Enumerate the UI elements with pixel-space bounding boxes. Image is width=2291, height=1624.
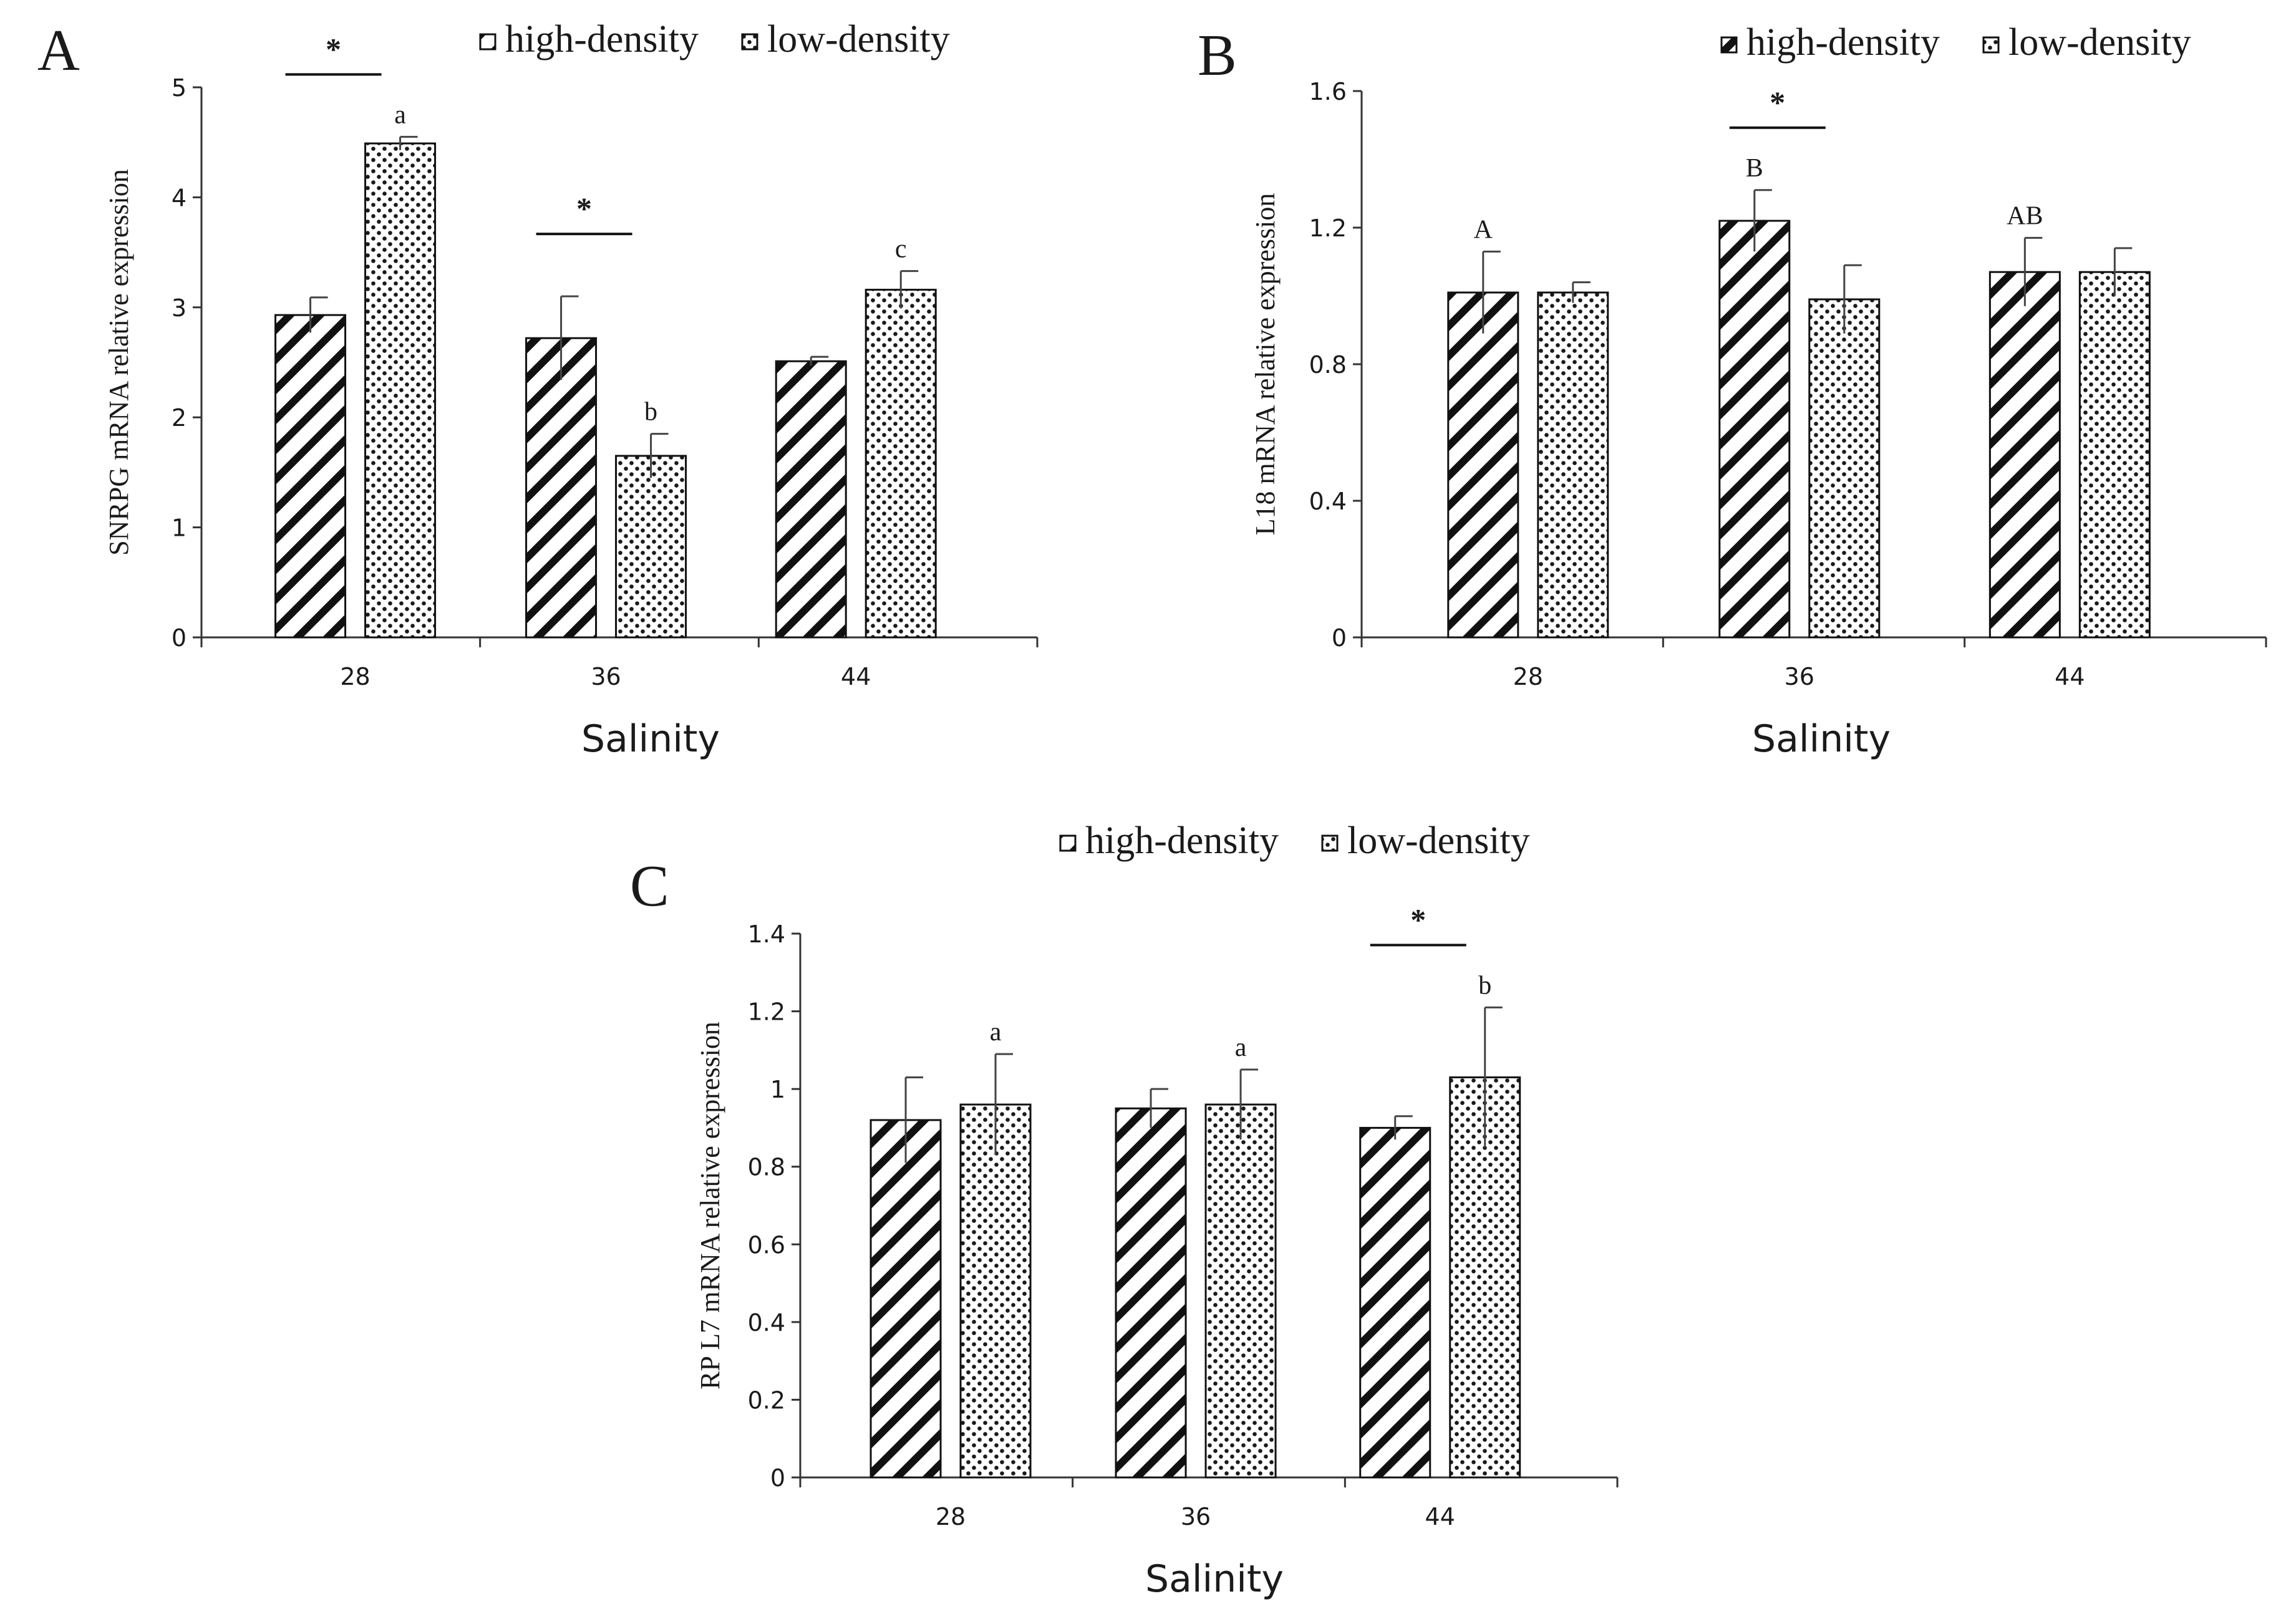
group-letter-label: b [1478,971,1491,1000]
x-tick-label: 44 [841,663,871,690]
group-letter-label: AB [2007,201,2043,230]
x-axis-title: Salinity [1145,1557,1284,1601]
y-tick-label: 1.2 [748,998,785,1026]
y-tick-label: 1.6 [1309,78,1347,105]
y-tick-label: 0.6 [748,1231,785,1259]
bar-high-density-36 [525,337,598,639]
panel-letter: B [1198,23,1237,88]
x-tick-label: 28 [340,663,370,690]
panel-letter: A [37,18,80,83]
y-tick-label: 0.8 [1309,351,1347,379]
bar-low-density-44 [2078,271,2151,639]
group-letter-label: B [1746,154,1763,183]
y-tick-label: 2 [172,404,186,432]
legend: high-density low-density [479,18,950,60]
y-tick-label: 5 [172,74,186,102]
y-axis-title: RP L7 mRNA relative expression [695,1022,725,1390]
legend: high-density low-density [1059,819,1530,862]
significance-asterisk: * [576,191,592,226]
group-letter-label: b [644,398,657,427]
significance-asterisk: * [1770,85,1785,120]
x-axis-title: Salinity [581,717,720,761]
y-axis-title: L18 mRNA relative expression [1250,193,1281,536]
y-tick-label: 1 [770,1076,785,1103]
legend-swatch-high-density [479,33,496,51]
y-tick-label: 0.4 [748,1309,785,1336]
panel-b: B 0 0.4 0.8 1.2 1.6 L18 mRNA relative expressi… [1198,21,2267,761]
legend-label-low-density: low-density [2008,21,2191,64]
legend-label-high-density: high-density [505,18,699,60]
x-tick-label: 36 [1785,663,1814,690]
bar-high-density-28 [274,314,347,639]
significance-asterisk: * [1410,902,1426,937]
bar-high-density-28 [869,1119,942,1479]
y-tick-label: 1.2 [1309,215,1347,242]
bar-low-density-36 [615,455,687,639]
legend-label-high-density: high-density [1085,819,1279,862]
group-letter-label: a [1235,1033,1247,1062]
y-tick-label: 0.4 [1309,488,1347,515]
legend-swatch-high-density [1059,834,1077,852]
y-tick-label: 0 [770,1464,785,1492]
y-tick-label: 1.4 [748,921,785,948]
x-tick-label: 44 [1425,1503,1455,1530]
bar-low-density-28 [364,142,437,639]
y-tick-label: 3 [172,294,186,322]
y-tick-label: 1 [172,515,186,542]
legend-label-high-density: high-density [1746,21,1940,64]
x-tick-label: 44 [2055,663,2085,690]
group-letter-label: a [990,1018,1002,1046]
x-axis-title: Salinity [1752,717,1891,761]
legend-swatch-high-density [1720,36,1738,54]
bar-low-density-36 [1204,1103,1277,1479]
bar-low-density-44 [865,289,937,639]
bar-high-density-36 [1115,1107,1187,1479]
panel-a: A 0 1 2 3 4 5 SNRPG mRNA relative expression Sal… [37,18,1039,761]
legend: high-density low-density [1720,21,2191,64]
x-tick-label: 36 [1181,1503,1211,1530]
bar-high-density-36 [1718,220,1791,639]
bar-low-density-28 [959,1103,1032,1479]
y-tick-label: 0 [172,624,186,652]
bar-low-density-36 [1808,298,1881,639]
y-tick-label: 0.2 [748,1386,785,1414]
bar-high-density-44 [775,360,847,639]
legend-swatch-low-density [1321,834,1339,852]
y-tick-label: 0.8 [748,1154,785,1181]
x-tick-label: 28 [1513,663,1543,690]
legend-swatch-low-density [741,33,758,51]
group-letter-label: c [895,235,907,264]
y-tick-label: 4 [172,184,186,211]
x-tick-label: 36 [591,663,621,690]
group-letter-label: A [1474,215,1493,244]
legend-swatch-low-density [1982,36,2000,54]
y-tick-label: 0 [1332,624,1347,652]
panel-letter: C [630,854,669,919]
significance-asterisk: * [326,31,341,66]
legend-label-low-density: low-density [767,18,950,60]
bar-high-density-44 [1359,1126,1431,1479]
group-letter-label: a [394,100,406,129]
y-axis-title: SNRPG mRNA relative expression [104,169,134,556]
bar-high-density-28 [1447,291,1519,639]
panel-c: C 0 0.2 0.4 0.6 0.8 1 1.2 1.4 RP L7 mRNA relative… [630,819,1619,1601]
bar-high-density-44 [1988,271,2061,639]
x-tick-label: 28 [936,1503,966,1530]
legend-label-low-density: low-density [1347,819,1530,862]
bar-low-density-28 [1537,291,1609,639]
